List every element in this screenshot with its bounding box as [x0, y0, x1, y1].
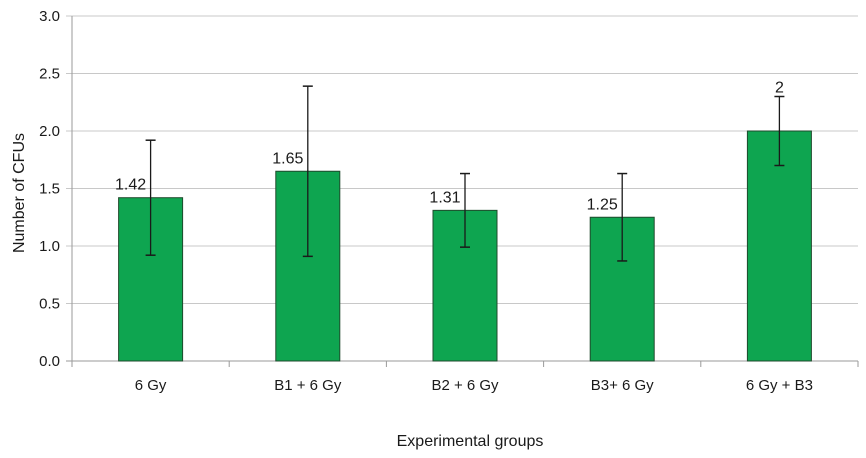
y-tick-label: 0.5	[39, 296, 60, 313]
y-tick-label: 2.0	[39, 123, 60, 140]
y-tick-label: 1.5	[39, 181, 60, 198]
x-tick-label: 6 Gy + B3	[746, 377, 813, 394]
x-tick-label: B1 + 6 Gy	[274, 377, 342, 394]
data-label: 1.42	[115, 177, 146, 194]
x-tick-label: B3+ 6 Gy	[591, 377, 654, 394]
data-label: 2	[775, 80, 784, 97]
data-label: 1.31	[429, 189, 460, 206]
y-tick-label: 1.0	[39, 238, 60, 255]
x-tick-label: B2 + 6 Gy	[431, 377, 499, 394]
y-tick-label: 2.5	[39, 66, 60, 83]
data-label: 1.25	[587, 196, 618, 213]
x-axis-ticks: 6 Gy B1 + 6 Gy B2 + 6 Gy B3+ 6 Gy 6 Gy + B3	[135, 377, 813, 394]
y-axis-title: Number of CFUs	[11, 133, 28, 253]
x-tick-label: 6 Gy	[135, 377, 167, 394]
y-tick-label: 0.0	[39, 353, 60, 370]
error-bars	[145, 85, 785, 262]
x-axis-title: Experimental groups	[397, 433, 544, 450]
y-tick-label: 3.0	[39, 8, 60, 25]
data-labels: 1.42 1.65 1.31 1.25 2	[115, 80, 784, 214]
y-axis-ticks: 0.0 0.5 1.0 1.5 2.0 2.5 3.0	[39, 8, 60, 370]
data-label: 1.65	[272, 150, 303, 167]
bar	[746, 130, 812, 362]
bars	[118, 130, 812, 362]
